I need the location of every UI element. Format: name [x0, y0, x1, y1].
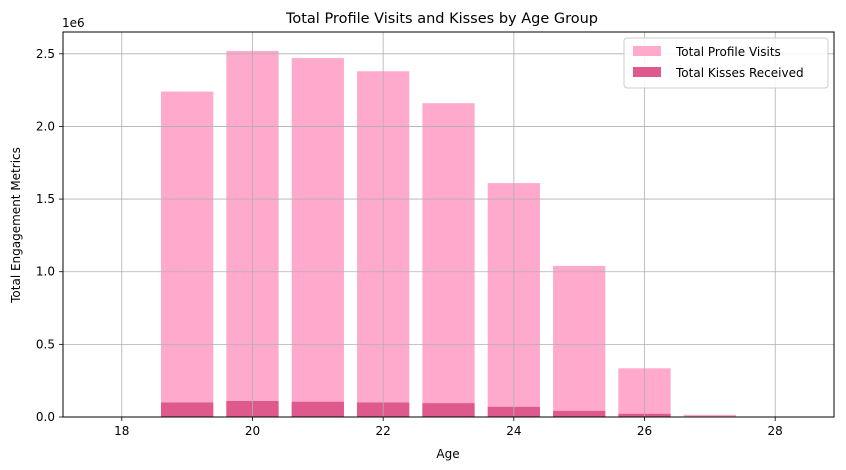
y-axis-multiplier: 1e6 — [62, 16, 85, 30]
y-axis-label: Total Engagement Metrics — [9, 147, 23, 304]
legend-box — [623, 37, 829, 89]
bar-profile-visits-21 — [291, 58, 344, 418]
x-tick-label: 20 — [245, 424, 260, 438]
axes-frame — [62, 31, 835, 418]
bar-kisses-received-23 — [422, 403, 475, 417]
y-tick-label: 1.5 — [36, 192, 55, 206]
bar-kisses-received-25 — [553, 410, 606, 417]
x-tick-label: 26 — [637, 424, 652, 438]
y-tick-label: 0.0 — [36, 410, 55, 424]
y-tick-label: 1.0 — [36, 265, 55, 279]
x-axis-label: Age — [436, 447, 459, 461]
legend-swatch — [633, 46, 661, 56]
bar-profile-visits-19 — [161, 91, 214, 417]
legend-label: Total Profile Visits — [675, 45, 781, 59]
bar-profile-visits-25 — [553, 265, 606, 417]
bar-kisses-received-21 — [291, 401, 344, 417]
y-tick-label: 0.5 — [36, 337, 55, 351]
x-tick-label: 22 — [376, 424, 391, 438]
bar-profile-visits-23 — [422, 103, 475, 417]
y-tick-label: 2.5 — [36, 47, 55, 61]
legend-label: Total Kisses Received — [675, 66, 804, 80]
y-tick-label: 2.0 — [36, 119, 55, 133]
plot-area: 18 20 22 24 26 28 0.0 0.5 1.0 1.5 2.0 2.5 — [36, 31, 835, 438]
bar-profile-visits-27 — [683, 414, 736, 417]
x-tick-label: 24 — [506, 424, 521, 438]
chart-title: Total Profile Visits and Kisses by Age G… — [285, 11, 598, 27]
legend: Total Profile Visits Total Kisses Receive… — [623, 37, 829, 89]
x-tick-label: 28 — [768, 424, 783, 438]
legend-swatch — [633, 67, 661, 77]
bar-kisses-received-19 — [161, 402, 214, 417]
x-tick-label: 18 — [114, 424, 129, 438]
